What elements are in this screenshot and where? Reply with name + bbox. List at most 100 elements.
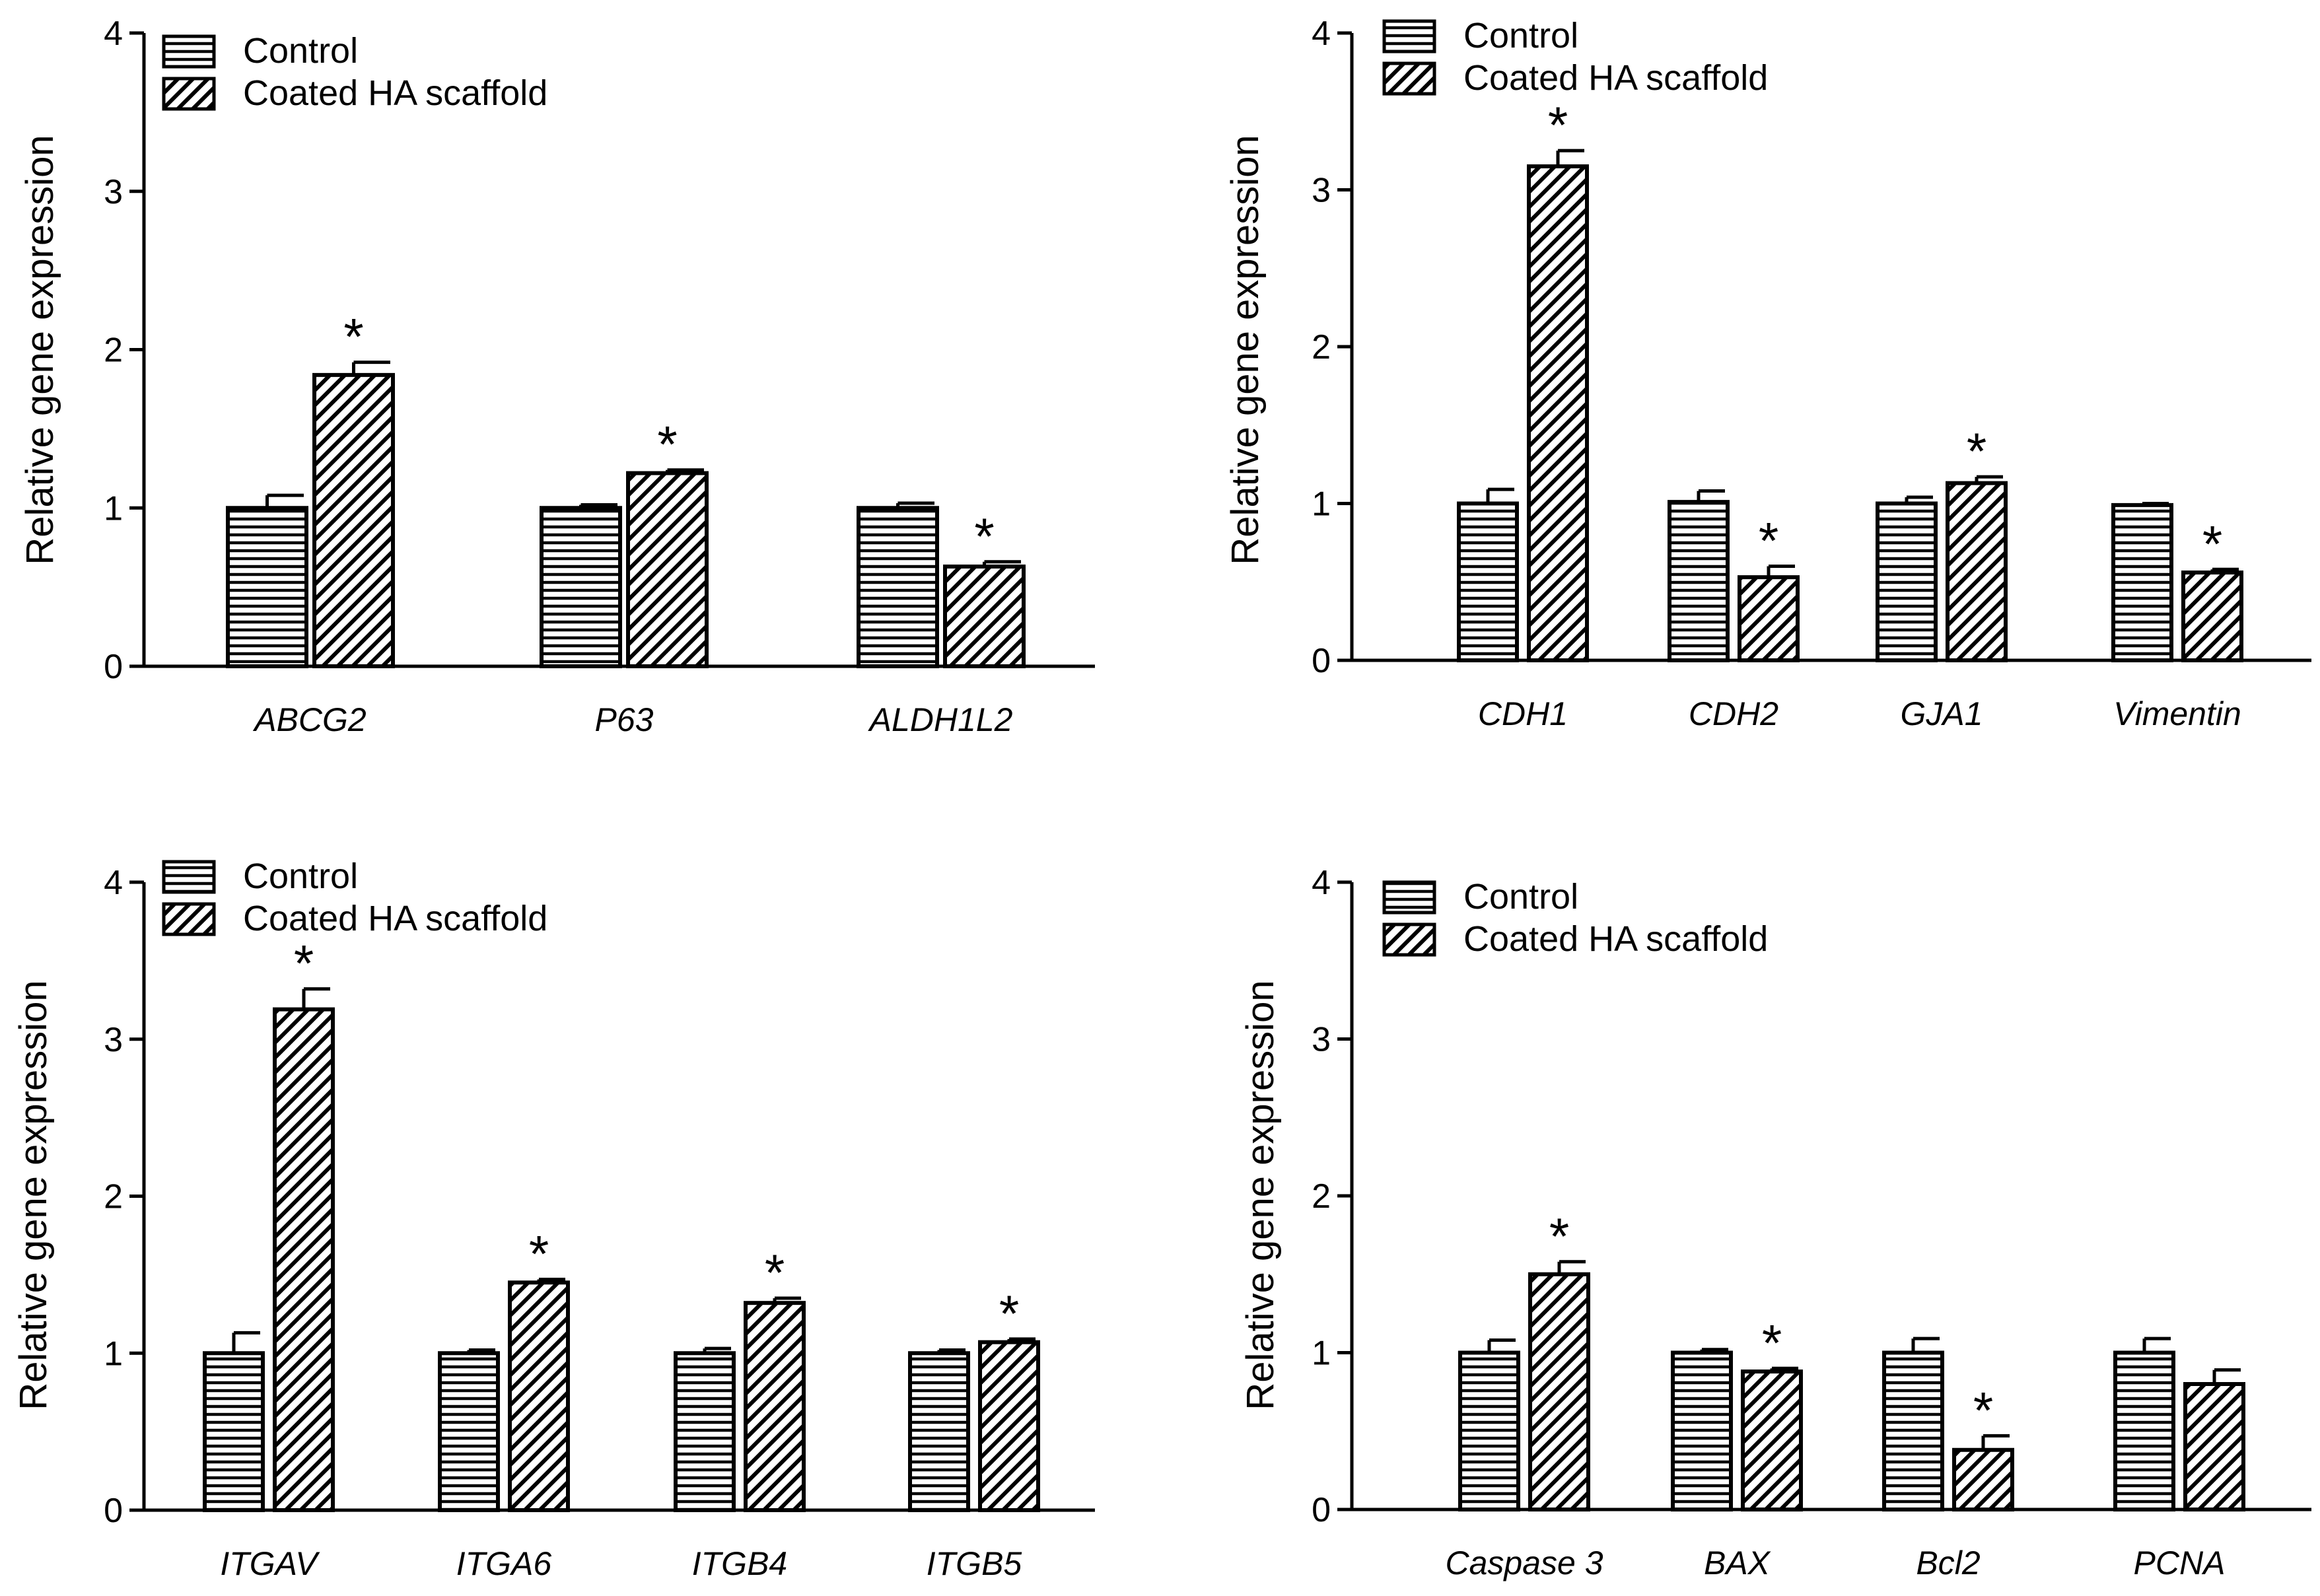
y-tick-label: 3 — [1312, 172, 1331, 210]
legend-label-treated: Coated HA scaffold — [243, 899, 547, 938]
bar-treated — [1946, 481, 2008, 662]
y-axis-title: Relative gene expression — [12, 980, 55, 1410]
bar-treated — [2183, 1382, 2245, 1511]
bar-treated — [1528, 1272, 1590, 1511]
category-label: ITGA6 — [456, 1545, 552, 1582]
category-label: PCNA — [2134, 1544, 2226, 1581]
legend-swatch-treated — [1382, 922, 1436, 957]
bar-control — [2113, 1350, 2175, 1511]
legend-swatch-control — [1382, 19, 1436, 53]
significance-marker: * — [765, 1243, 785, 1301]
significance-marker: * — [1762, 1313, 1782, 1371]
bar-control — [226, 506, 308, 668]
legend-label-treated: Coated HA scaffold — [243, 73, 547, 113]
category-label: GJA1 — [1900, 695, 1983, 732]
category-label: ALDH1L2 — [868, 701, 1013, 738]
y-tick-label: 2 — [104, 1178, 123, 1216]
category-label: Vimentin — [2113, 695, 2241, 732]
y-tick-label: 0 — [104, 648, 123, 686]
y-axis-title: Relative gene expression — [1239, 980, 1282, 1410]
significance-marker: * — [529, 1225, 549, 1283]
y-tick-label: 3 — [104, 1021, 123, 1059]
legend-label-control: Control — [1463, 16, 1578, 55]
bar-control — [908, 1351, 970, 1512]
legend-label-treated: Coated HA scaffold — [1463, 919, 1768, 959]
significance-marker: * — [343, 308, 363, 366]
category-label: ITGB5 — [927, 1545, 1022, 1582]
legend-swatch-treated — [1382, 61, 1436, 96]
bar-control — [540, 506, 622, 668]
y-tick-label: 3 — [1312, 1021, 1331, 1059]
category-label: CDH1 — [1478, 695, 1568, 732]
legend-swatch-control — [162, 34, 216, 69]
significance-marker: * — [2202, 514, 2222, 572]
bar-treated — [1527, 164, 1589, 662]
legend-label-control: Control — [243, 31, 358, 71]
y-tick-label: 0 — [1312, 642, 1331, 680]
bar-control — [1457, 501, 1519, 662]
category-label: ITGAV — [220, 1545, 320, 1582]
category-label: ABCG2 — [252, 701, 367, 738]
bar-treated — [744, 1301, 806, 1513]
bar-control — [674, 1351, 736, 1512]
bar-control — [1882, 1350, 1944, 1511]
bar-treated — [312, 372, 395, 668]
y-tick-label: 1 — [104, 489, 123, 528]
bar-treated — [943, 564, 1026, 669]
category-label: Caspase 3 — [1445, 1544, 1603, 1581]
significance-marker: * — [657, 415, 677, 473]
bar-treated — [1952, 1447, 2014, 1511]
legend-swatch-treated — [162, 77, 216, 111]
significance-marker: * — [1759, 512, 1778, 570]
bar-control — [203, 1351, 265, 1512]
bar-treated — [273, 1007, 335, 1512]
bar-control — [2111, 503, 2173, 662]
y-tick-label: 4 — [1312, 864, 1331, 902]
y-tick-label: 2 — [1312, 328, 1331, 366]
bar-control — [1671, 1350, 1733, 1511]
significance-marker: * — [974, 507, 994, 565]
bar-treated — [508, 1280, 570, 1512]
y-tick-label: 0 — [1312, 1491, 1331, 1529]
bar-treated — [1738, 575, 1800, 662]
chart-panel-3: 0 1 2 3 4 Relative gene expression * ITGAV * ITGA… — [12, 856, 1095, 1582]
legend-swatch-treated — [162, 902, 216, 936]
bar-treated — [2181, 571, 2243, 662]
y-tick-label: 4 — [1312, 15, 1331, 53]
legend-label-treated: Coated HA scaffold — [1463, 58, 1768, 98]
bar-control — [1458, 1350, 1520, 1511]
bar-treated — [1741, 1370, 1803, 1511]
y-tick-label: 1 — [104, 1335, 123, 1373]
legend-label-control: Control — [243, 856, 358, 896]
bar-control — [1668, 500, 1730, 662]
bar-control — [438, 1351, 500, 1512]
category-label: P63 — [595, 701, 654, 738]
y-tick-label: 4 — [104, 15, 123, 53]
bar-control — [1876, 501, 1938, 662]
y-tick-label: 2 — [104, 331, 123, 370]
y-tick-label: 0 — [104, 1492, 123, 1530]
significance-marker: * — [1967, 422, 1986, 480]
category-label: Bcl2 — [1916, 1544, 1980, 1581]
category-label: BAX — [1704, 1544, 1771, 1581]
legend-swatch-control — [1382, 880, 1436, 915]
category-label: ITGB4 — [692, 1545, 787, 1582]
significance-marker: * — [1549, 1207, 1569, 1265]
bar-control — [857, 506, 939, 668]
chart-panel-2: 0 1 2 3 4 Relative gene expression * CDH1 * CDH2 *… — [1224, 15, 2311, 732]
y-tick-label: 1 — [1312, 1335, 1331, 1373]
y-tick-label: 4 — [104, 864, 123, 902]
y-axis-title: Relative gene expression — [18, 135, 61, 565]
category-label: CDH2 — [1689, 695, 1778, 732]
bar-treated — [626, 471, 709, 668]
y-tick-label: 2 — [1312, 1177, 1331, 1216]
significance-marker: * — [1548, 96, 1568, 154]
significance-marker: * — [294, 934, 314, 992]
bar-treated — [978, 1340, 1040, 1513]
significance-marker: * — [1973, 1381, 1993, 1439]
